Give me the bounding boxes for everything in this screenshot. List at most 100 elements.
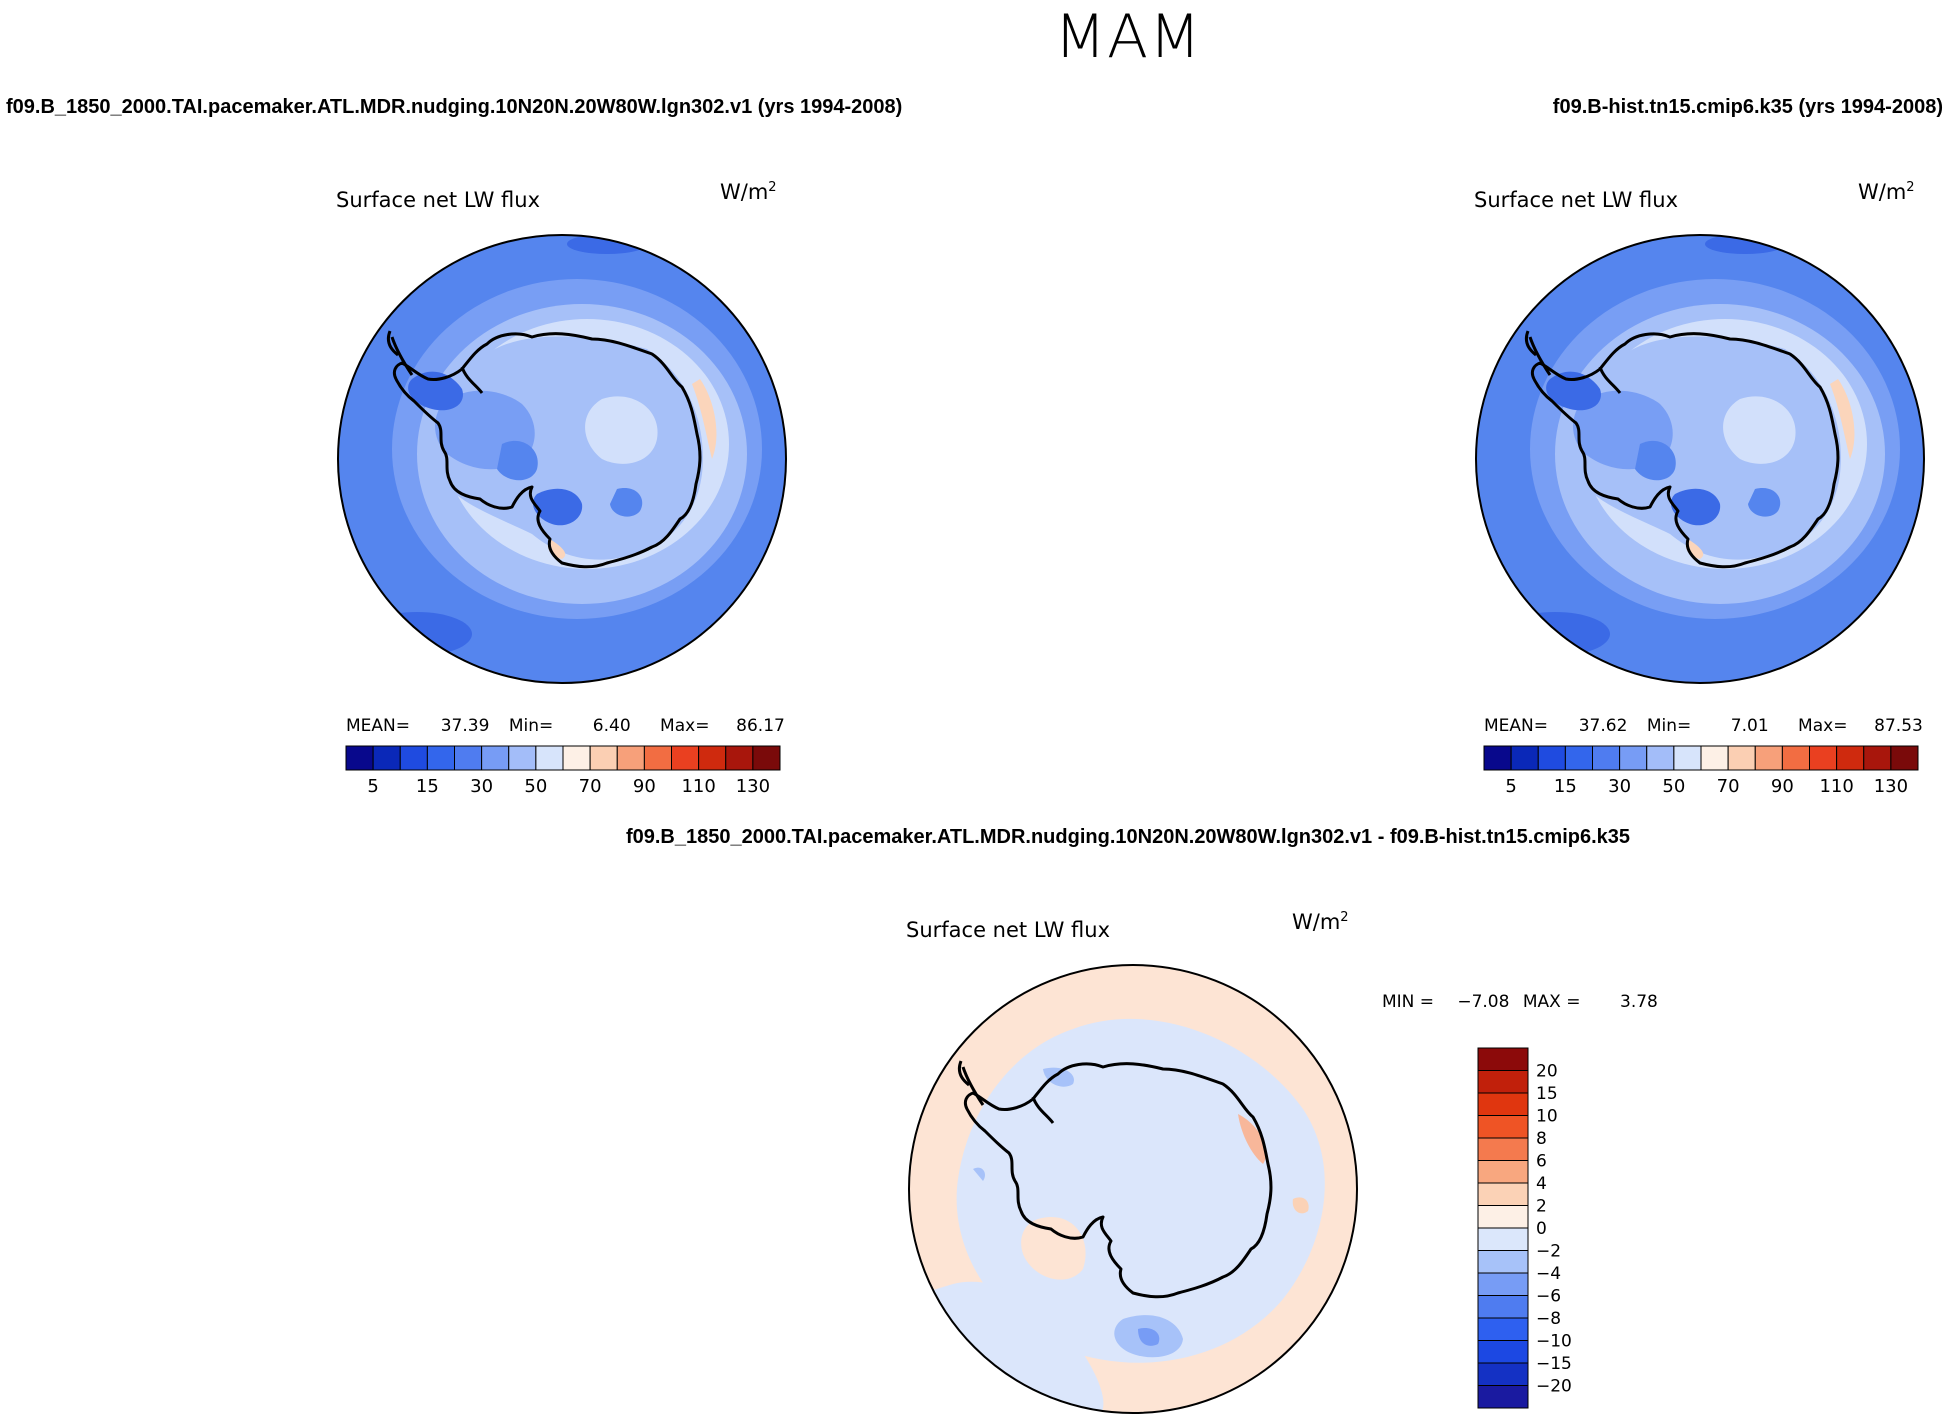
- colorbar-tick-label: 70: [579, 776, 602, 797]
- colorbar-box: [1477, 1250, 1529, 1274]
- colorbar-tick-label: −10: [1536, 1332, 1572, 1352]
- colorbar-box: [372, 745, 401, 771]
- panel1-map: [337, 234, 787, 684]
- colorbar-box: [1619, 745, 1648, 771]
- colorbar-tick-label: 20: [1536, 1062, 1558, 1082]
- min-label: Min=: [1646, 716, 1692, 736]
- colorbar-box: [1477, 1137, 1529, 1161]
- colorbar-box: [1727, 745, 1756, 771]
- max-label: MAX =: [1522, 992, 1581, 1012]
- min-value: 6.40: [592, 716, 631, 736]
- colorbar-tick-label: 70: [1717, 776, 1740, 797]
- colorbar-tick-label: 4: [1536, 1174, 1547, 1194]
- panel3-units: W/m2: [1292, 910, 1349, 934]
- difference-title: f09.B_1850_2000.TAI.pacemaker.ATL.MDR.nu…: [625, 826, 1631, 848]
- colorbar-box: [535, 745, 564, 771]
- colorbar-box: [1537, 745, 1566, 771]
- panel1-colorbar: 5 15 30 50 70 90 110 130: [345, 745, 781, 797]
- colorbar-tick-label: 30: [470, 776, 493, 797]
- colorbar-tick-label: −4: [1536, 1264, 1561, 1284]
- colorbar-tick-label: 90: [1771, 776, 1794, 797]
- mean-value: 37.39: [440, 716, 490, 736]
- max-value: 3.78: [1620, 992, 1658, 1012]
- mean-label: MEAN=: [346, 716, 410, 736]
- colorbar-tick-label: 6: [1536, 1152, 1547, 1172]
- case1-title: f09.B_1850_2000.TAI.pacemaker.ATL.MDR.nu…: [6, 96, 903, 118]
- colorbar-box: [1564, 745, 1593, 771]
- colorbar-box: [1646, 745, 1675, 771]
- min-value: −7.08: [1457, 992, 1510, 1012]
- colorbar-box: [1890, 745, 1919, 771]
- min-value: 7.01: [1730, 716, 1769, 736]
- max-value: 87.53: [1874, 716, 1923, 736]
- colorbar-box: [508, 745, 537, 771]
- colorbar-box: [1863, 745, 1892, 771]
- colorbar-tick-label: 50: [524, 776, 547, 797]
- colorbar-box: [1477, 1272, 1529, 1296]
- colorbar-box: [1477, 1047, 1529, 1071]
- panel1-variable-label: Surface net LW flux: [336, 188, 540, 212]
- colorbar-box: [1592, 745, 1621, 771]
- colorbar-box: [1477, 1385, 1529, 1409]
- colorbar-box: [589, 745, 618, 771]
- panel3-variable-label: Surface net LW flux: [906, 918, 1110, 942]
- panel3-stats: MIN = −7.08 MAX = 3.78: [1382, 992, 1658, 1012]
- colorbar-tick-label: 15: [1536, 1084, 1558, 1104]
- colorbar-box: [1477, 1160, 1529, 1184]
- colorbar-tick-label: −20: [1536, 1377, 1572, 1397]
- colorbar-tick-label: 5: [367, 776, 378, 797]
- colorbar-box: [1477, 1295, 1529, 1319]
- colorbar-tick-label: 5: [1505, 776, 1516, 797]
- colorbar-tick-label: 110: [1819, 776, 1853, 797]
- colorbar-tick-label: 0: [1536, 1219, 1547, 1239]
- colorbar-box: [1477, 1182, 1529, 1206]
- panel2-units: W/m2: [1858, 180, 1915, 204]
- panel2-variable-label: Surface net LW flux: [1474, 188, 1678, 212]
- colorbar-box: [752, 745, 781, 771]
- colorbar-box: [1477, 1227, 1529, 1251]
- colorbar-tick-label: −2: [1536, 1242, 1561, 1262]
- colorbar-tick-label: 15: [416, 776, 439, 797]
- colorbar-tick-label: 90: [633, 776, 656, 797]
- colorbar-box: [1754, 745, 1783, 771]
- panel3-map: [908, 964, 1358, 1414]
- colorbar-box: [454, 745, 483, 771]
- case2-title: f09.B-hist.tn15.cmip6.k35 (yrs 1994-2008…: [1552, 96, 1943, 118]
- panel2-map: [1475, 234, 1925, 684]
- colorbar-tick-label: 130: [1874, 776, 1908, 797]
- colorbar-box: [1477, 1205, 1529, 1229]
- colorbar-box: [698, 745, 727, 771]
- colorbar-tick-label: 2: [1536, 1197, 1547, 1217]
- colorbar-box: [616, 745, 645, 771]
- colorbar-tick-label: 10: [1536, 1107, 1558, 1127]
- colorbar-box: [1510, 745, 1539, 771]
- colorbar-tick-label: 130: [736, 776, 770, 797]
- colorbar-tick-label: 30: [1608, 776, 1631, 797]
- colorbar-box: [1809, 745, 1838, 771]
- colorbar-box: [399, 745, 428, 771]
- min-label: Min=: [508, 716, 554, 736]
- colorbar-tick-label: 110: [681, 776, 715, 797]
- min-label: MIN =: [1382, 992, 1435, 1012]
- colorbar-tick-label: −8: [1536, 1309, 1561, 1329]
- colorbar-box: [1836, 745, 1865, 771]
- colorbar-box: [1483, 745, 1512, 771]
- colorbar-box: [481, 745, 510, 771]
- mean-label: MEAN=: [1484, 716, 1548, 736]
- colorbar-box: [1477, 1070, 1529, 1094]
- max-value: 86.17: [736, 716, 785, 736]
- colorbar-tick-label: 50: [1662, 776, 1685, 797]
- colorbar-box: [426, 745, 455, 771]
- figure-title: MAM: [1054, 2, 1202, 72]
- panel1-stats: MEAN= 37.39 Min= 6.40 Max= 86.17: [346, 716, 785, 736]
- panel1-units: W/m2: [720, 180, 777, 204]
- colorbar-box: [1477, 1317, 1529, 1341]
- panel2-stats: MEAN= 37.62 Min= 7.01 Max= 87.53: [1484, 716, 1923, 736]
- colorbar-tick-label: −15: [1536, 1354, 1572, 1374]
- colorbar-box: [725, 745, 754, 771]
- colorbar-box: [345, 745, 374, 771]
- colorbar-box: [1700, 745, 1729, 771]
- mean-value: 37.62: [1578, 716, 1628, 736]
